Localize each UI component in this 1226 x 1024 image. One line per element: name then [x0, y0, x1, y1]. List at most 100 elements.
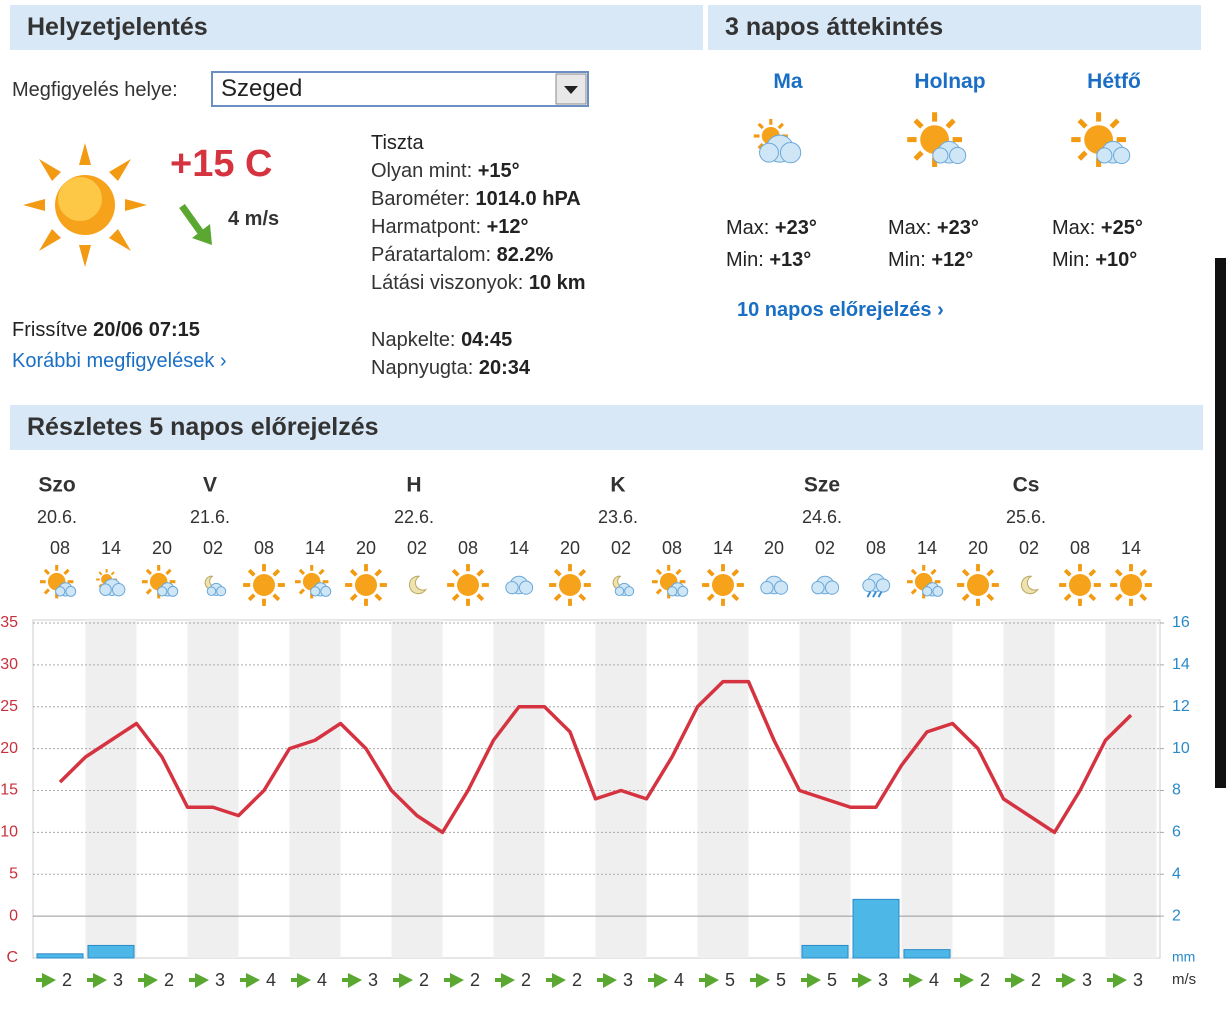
hour-label: 14 [101, 538, 121, 558]
ray [63, 568, 70, 576]
day-date: 22.6. [394, 507, 434, 527]
arrow [654, 973, 668, 988]
wind-arrow [189, 973, 209, 988]
detail-label: Páratartalom: [371, 244, 492, 266]
y-tick-label: 30 [0, 656, 18, 673]
detail-row: Napkelte: 04:45 [371, 326, 530, 354]
ray [578, 568, 587, 577]
ray [910, 568, 918, 576]
label: Frissítve [12, 319, 88, 341]
y-tick-label: 15 [0, 782, 18, 799]
cloud [779, 142, 802, 164]
cloud [167, 585, 179, 597]
wind-arrow [801, 973, 821, 988]
sun [253, 574, 275, 596]
column-stripe [697, 620, 749, 958]
hour-label: 02 [1019, 538, 1039, 558]
detail-value: 20:34 [478, 357, 531, 379]
link[interactable]: Korábbi megfigyelések › [12, 350, 227, 372]
sun-icon [23, 143, 147, 267]
hour-label: 20 [764, 538, 784, 558]
value: +12° [931, 249, 974, 271]
arrow [1062, 973, 1076, 988]
wind-arrow [1005, 973, 1025, 988]
column-stripe [1105, 620, 1157, 958]
precip-bar [903, 949, 951, 959]
hour-label: 08 [1070, 538, 1090, 558]
wind-arrow [495, 973, 515, 988]
wind-speed: 3 [623, 970, 633, 990]
hour-label: 02 [611, 538, 631, 558]
cloud [65, 585, 77, 597]
ray [961, 568, 970, 577]
weather-icon [243, 564, 285, 606]
y2-unit: mm [1172, 949, 1195, 965]
weather-icon [906, 564, 944, 599]
y-tick-label: 20 [0, 740, 18, 757]
location-select[interactable]: Szeged [211, 71, 589, 107]
link-text: 10 napos előrejelzés [737, 299, 932, 321]
ray [110, 571, 115, 576]
details: Olyan mint: +15° Barométer: 1014.0 hPA Har… [371, 157, 586, 297]
y2-tick-label: 12 [1172, 698, 1190, 715]
ray [731, 593, 740, 602]
hour-label: 08 [50, 538, 70, 558]
cloud [1096, 147, 1113, 164]
detail-value: 1014.0 hPA [475, 188, 581, 210]
arrow [42, 973, 56, 988]
wind-arrow [393, 973, 413, 988]
wind-speed: 2 [980, 970, 990, 990]
cloud [310, 586, 321, 597]
ray [298, 588, 306, 595]
precip-bar [36, 953, 84, 959]
ray [272, 593, 281, 602]
weather-icon [505, 575, 534, 595]
arrow [246, 973, 260, 988]
day-date: 24.6. [802, 507, 842, 527]
ray [272, 568, 281, 577]
edge-strip [1215, 258, 1226, 788]
rain [877, 591, 883, 598]
arrow [501, 973, 515, 988]
wind-speed: 5 [725, 970, 735, 990]
ray [986, 568, 995, 577]
ray [98, 571, 103, 576]
hour-label: 08 [458, 538, 478, 558]
ray [451, 568, 460, 577]
ray [655, 568, 663, 576]
arrow [807, 973, 821, 988]
wind-speed: 4 [317, 970, 327, 990]
wind-speed: 3 [1133, 970, 1143, 990]
ray [165, 568, 172, 576]
arrow [297, 973, 311, 988]
detail-label: Olyan mint: [371, 160, 473, 182]
link[interactable]: 10 napos előrejelzés › [737, 299, 944, 321]
wind-arrow [87, 973, 107, 988]
wind-arrow [597, 973, 617, 988]
ray [578, 593, 587, 602]
hour-label: 14 [917, 538, 937, 558]
hour-label: 08 [254, 538, 274, 558]
precip-bar [87, 944, 135, 959]
ray [1063, 593, 1072, 602]
detail-row: Olyan mint: +15° [371, 157, 586, 185]
wind-arrow [852, 973, 872, 988]
arrow [960, 973, 974, 988]
cloud [677, 585, 689, 597]
sun [712, 574, 734, 596]
ray [757, 142, 764, 150]
cloud [922, 586, 933, 597]
y-tick-label: 5 [9, 865, 18, 882]
column-stripe [85, 620, 137, 958]
wind-speed: 3 [368, 970, 378, 990]
weather-icon [345, 564, 387, 606]
wind: 4 m/s [228, 208, 280, 230]
ray [374, 568, 383, 577]
weather-icon [651, 564, 689, 599]
weather-icon [204, 575, 227, 597]
ray [655, 588, 663, 595]
day-name: K [610, 474, 625, 497]
ray [1109, 118, 1120, 129]
ray [451, 593, 460, 602]
wind-speed: 4 [266, 970, 276, 990]
